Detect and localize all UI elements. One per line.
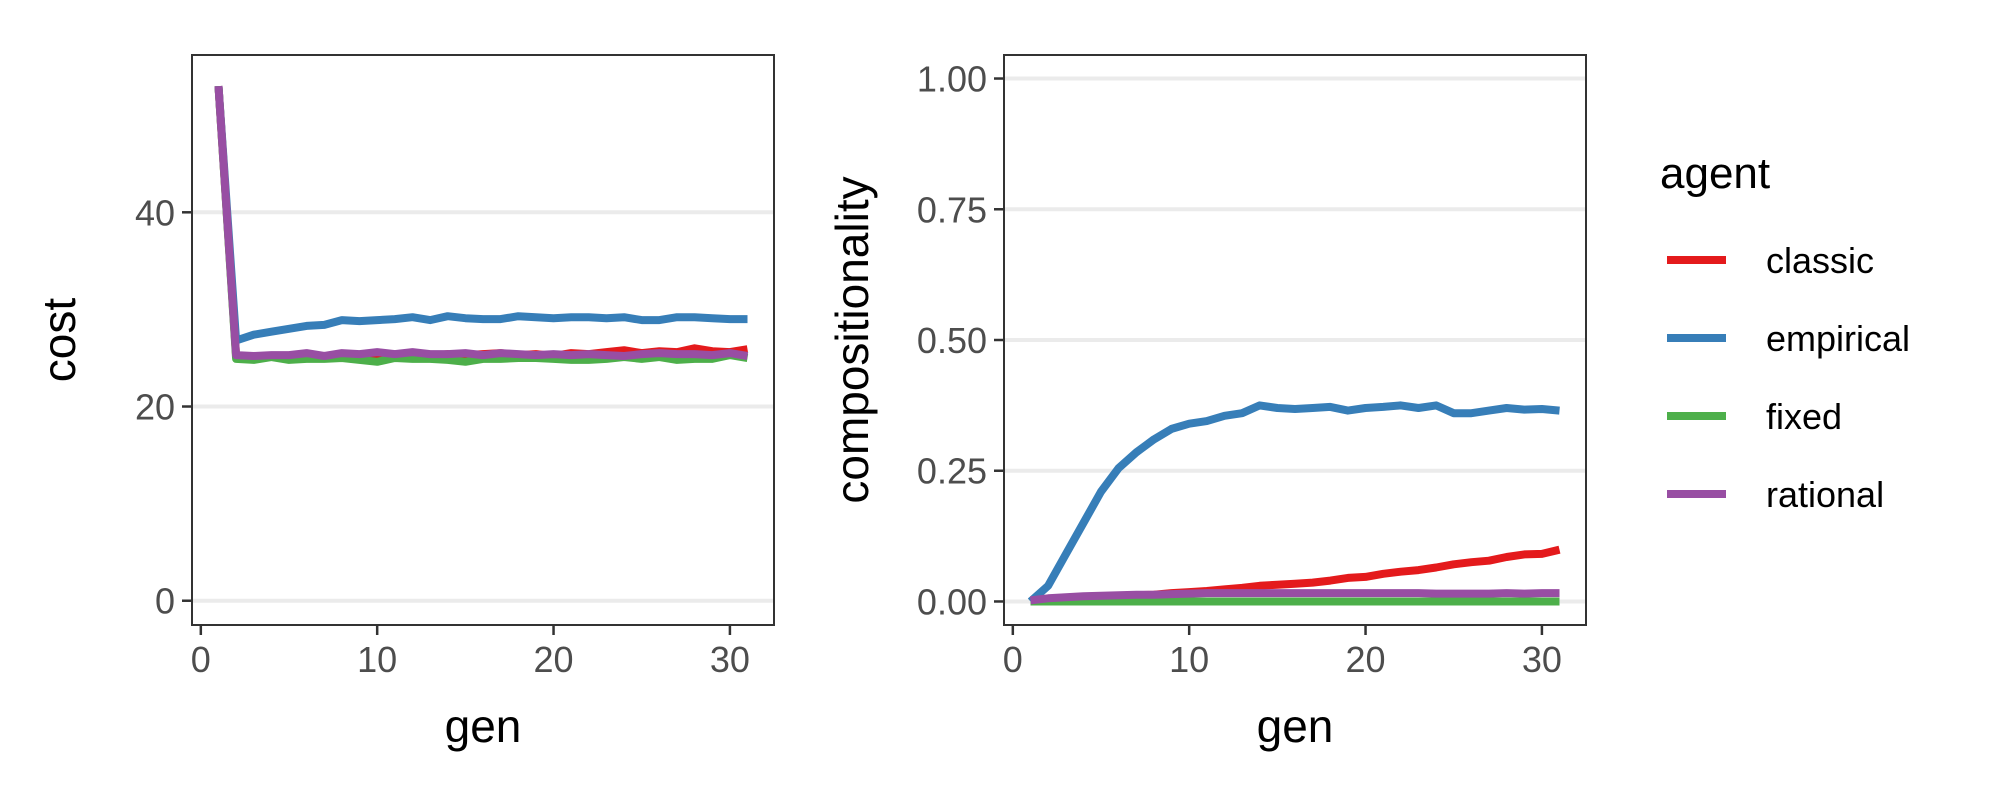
cost-x-tick-label: 10 (357, 639, 397, 680)
cost-x-tick-label: 0 (191, 639, 211, 680)
compositionality-y-tick-label: 1.00 (917, 59, 987, 100)
cost-panel-border (191, 54, 775, 626)
compositionality-y-tick-label: 0.00 (917, 581, 987, 622)
cost-y-tick-label: 20 (135, 387, 175, 428)
compositionality-x-tick-label: 20 (1346, 639, 1386, 680)
compositionality-line-rational (1030, 589, 1560, 605)
cost-panel: 0 20 40 0 10 20 30 gen cost (33, 54, 775, 752)
compositionality-line-empirical (1027, 401, 1560, 605)
compositionality-y-tick-label: 0.25 (917, 451, 987, 492)
legend-item-empirical: empirical (1667, 318, 1910, 359)
legend-item-classic: classic (1667, 240, 1874, 281)
cost-line-empirical (214, 85, 748, 345)
compositionality-y-tick-label: 0.75 (917, 189, 987, 230)
cost-line-rational (214, 85, 749, 360)
cost-y-tick-label: 0 (155, 581, 175, 622)
legend: agent classic empirical fixed rational (1660, 149, 1910, 515)
compositionality-panel: 0.00 0.25 0.50 0.75 1.00 0 10 20 30 gen compositio… (826, 54, 1587, 752)
cost-x-axis-title: gen (445, 700, 522, 752)
compositionality-x-tick-label: 30 (1522, 639, 1562, 680)
cost-x-tick-label: 30 (710, 639, 750, 680)
legend-item-rational: rational (1667, 474, 1884, 515)
legend-title: agent (1660, 149, 1770, 198)
legend-label-rational: rational (1766, 474, 1884, 515)
legend-label-classic: classic (1766, 240, 1874, 281)
cost-y-tick-label: 40 (135, 192, 175, 233)
compositionality-x-tick-label: 0 (1003, 639, 1023, 680)
cost-y-axis-title: cost (33, 298, 85, 383)
legend-label-empirical: empirical (1766, 318, 1910, 359)
compositionality-y-axis-title: compositionality (826, 176, 878, 503)
compositionality-x-axis-title: gen (1257, 700, 1334, 752)
legend-item-fixed: fixed (1667, 396, 1842, 437)
legend-label-fixed: fixed (1766, 396, 1842, 437)
compositionality-y-tick-label: 0.50 (917, 320, 987, 361)
cost-x-tick-label: 20 (534, 639, 574, 680)
compositionality-x-tick-label: 10 (1169, 639, 1209, 680)
